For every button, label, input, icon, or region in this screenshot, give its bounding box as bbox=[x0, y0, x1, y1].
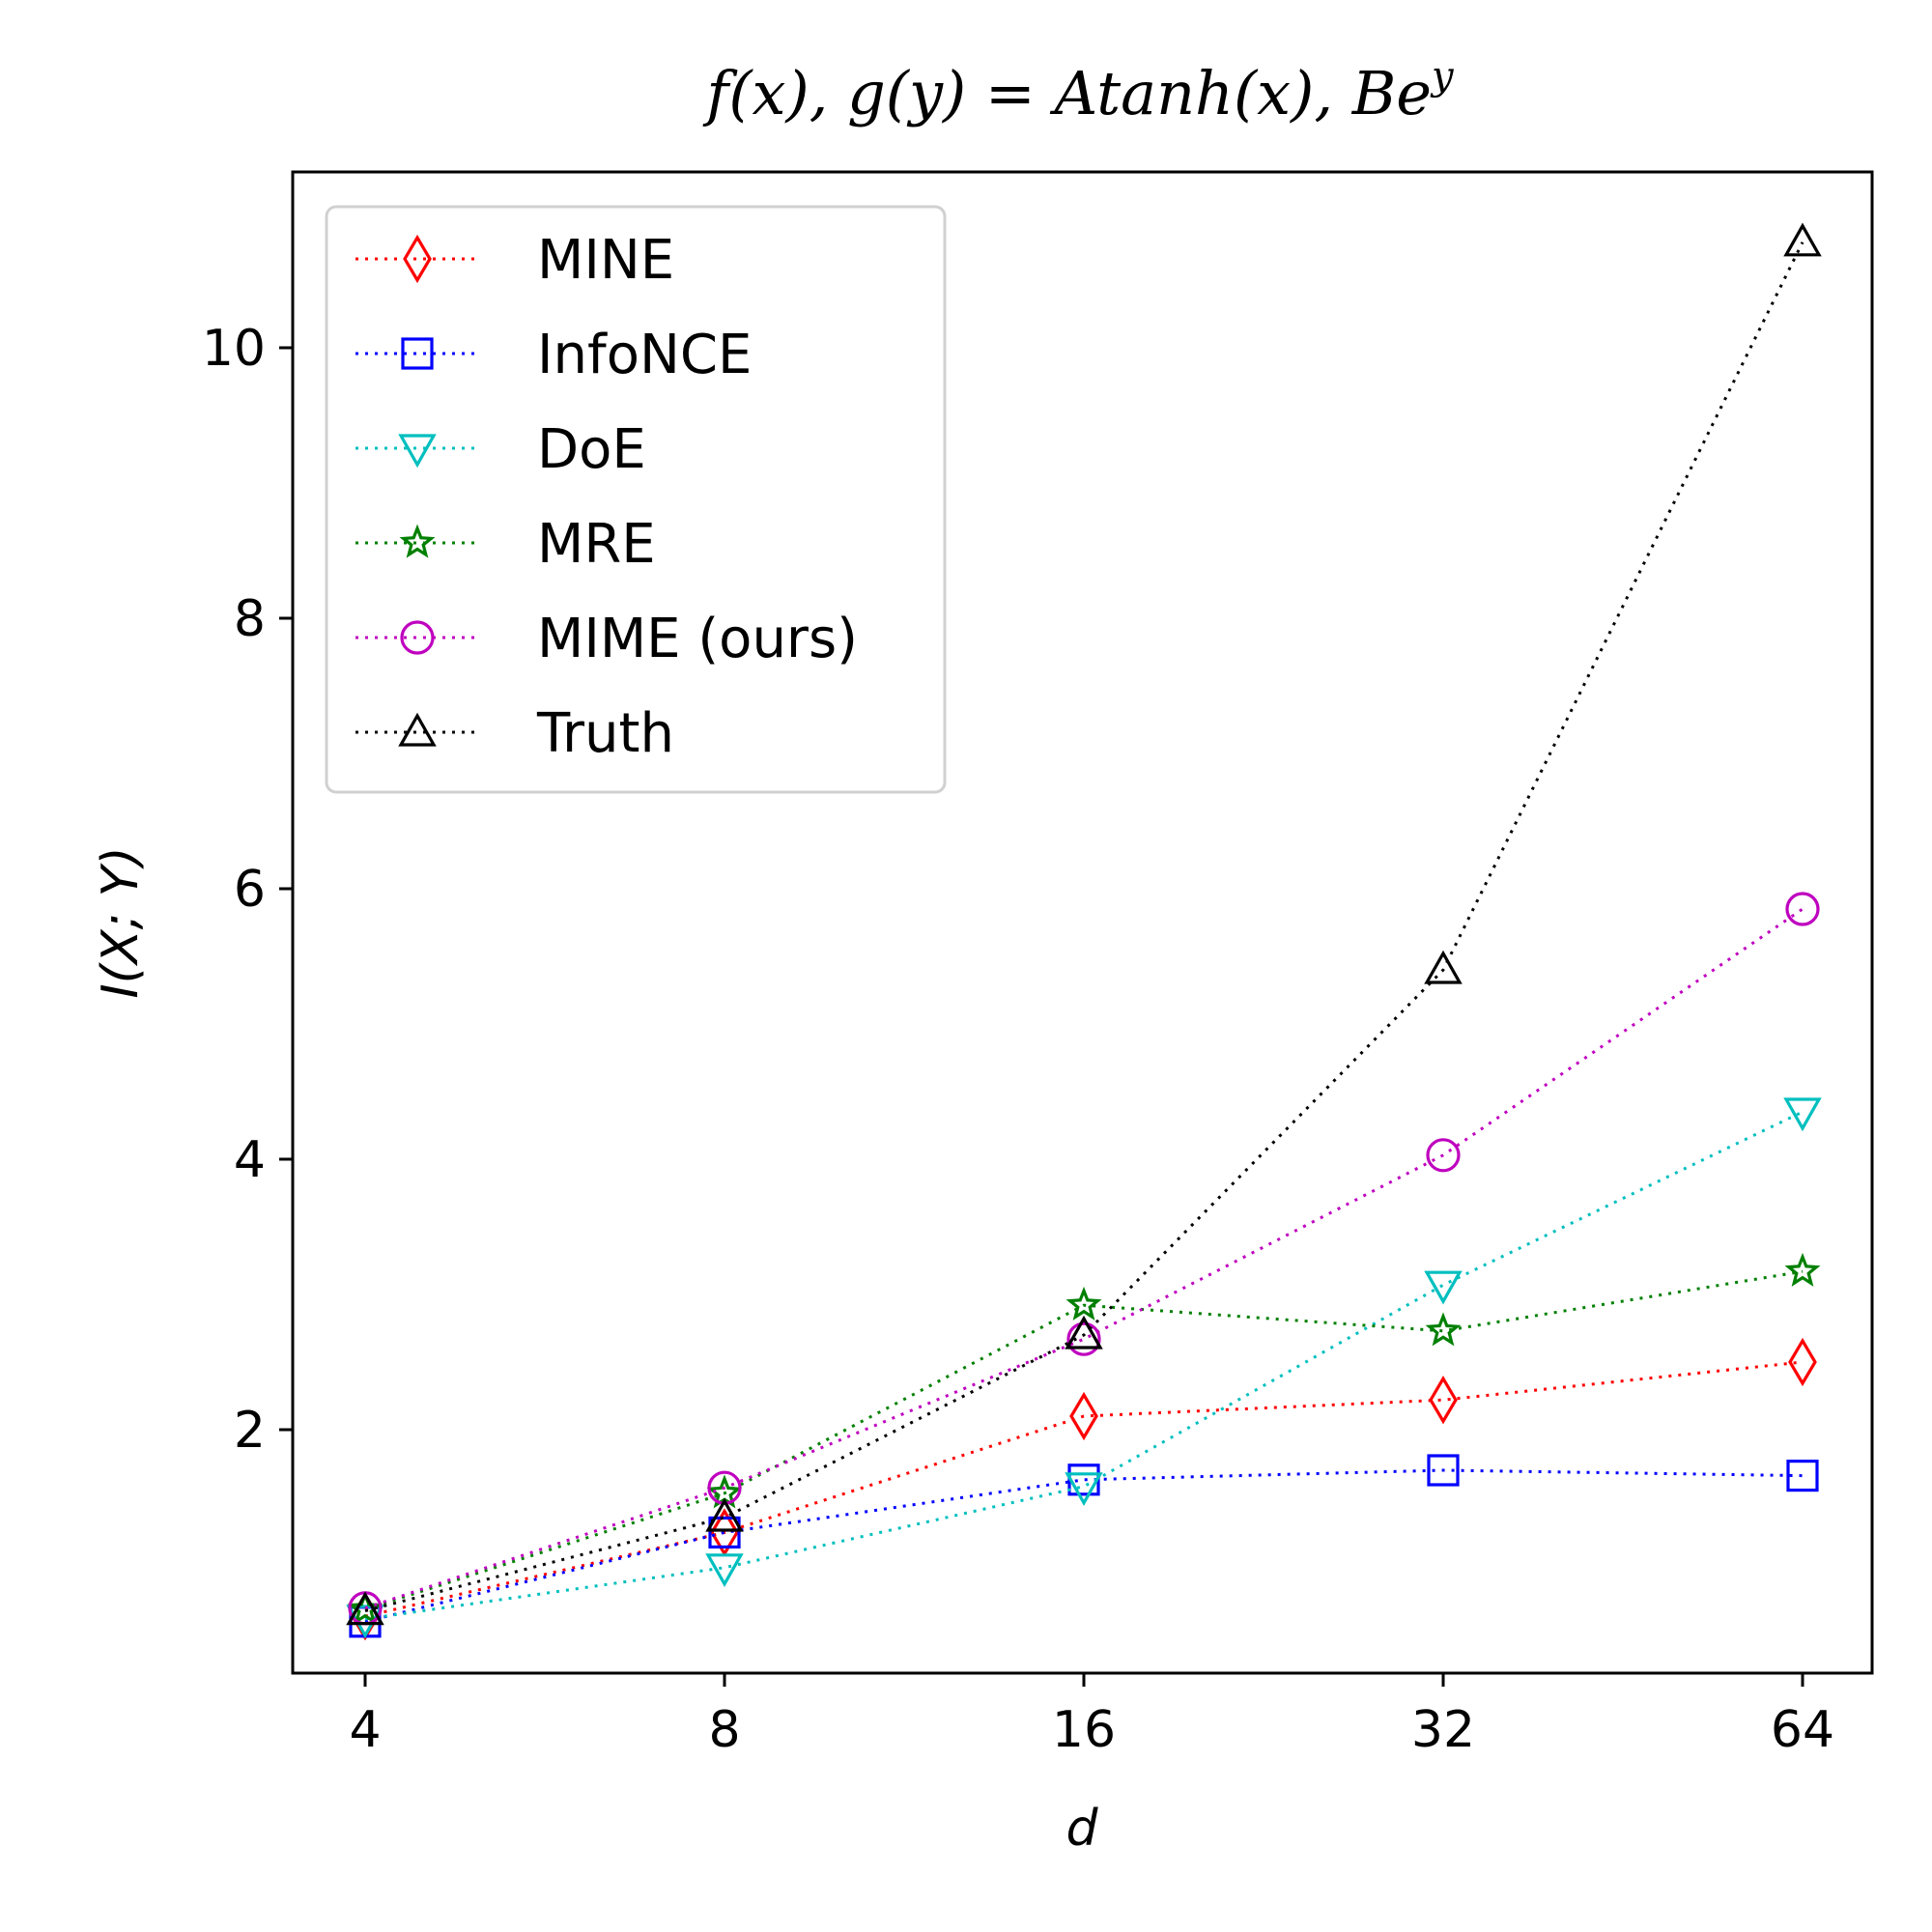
series-line bbox=[364, 1110, 1804, 1621]
y-tick-label: 8 bbox=[234, 590, 266, 648]
legend-marker bbox=[403, 234, 432, 284]
data-point bbox=[1424, 950, 1463, 984]
x-tick-label: 32 bbox=[1411, 1701, 1475, 1759]
legend-label: MIME (ours) bbox=[537, 608, 858, 670]
legend-label: DoE bbox=[537, 418, 646, 481]
legend-label: InfoNCE bbox=[537, 324, 752, 386]
legend-marker bbox=[398, 434, 437, 469]
data-point bbox=[1065, 1315, 1103, 1350]
legend-item: DoE bbox=[355, 418, 646, 481]
x-tick-label: 64 bbox=[1771, 1701, 1834, 1759]
legend-box bbox=[325, 205, 947, 794]
data-point bbox=[1065, 1472, 1103, 1507]
y-tick-label: 10 bbox=[202, 320, 266, 378]
y-tick-label: 4 bbox=[234, 1131, 266, 1189]
x-axis-label: d bbox=[1065, 1800, 1098, 1858]
legend-marker bbox=[399, 524, 436, 558]
chart-title-main: f(x), g(y) = Atanh(x), Be bbox=[702, 58, 1432, 128]
data-point bbox=[1429, 1376, 1458, 1425]
legend-item: Truth bbox=[355, 702, 674, 765]
series-line bbox=[364, 907, 1804, 1610]
legend-label: MRE bbox=[537, 513, 656, 576]
data-point bbox=[708, 1516, 741, 1549]
y-tick-label: 2 bbox=[234, 1402, 266, 1460]
legend-label: Truth bbox=[536, 702, 674, 765]
series-line bbox=[364, 1269, 1804, 1611]
chart-title: f(x), g(y) = Atanh(x), Bey bbox=[702, 54, 1455, 128]
series-line bbox=[364, 242, 1804, 1613]
data-point bbox=[1788, 1337, 1817, 1387]
legend-item: MRE bbox=[355, 513, 656, 576]
legend-item: MIME (ours) bbox=[355, 608, 858, 670]
series-truth bbox=[346, 222, 1822, 1626]
data-point bbox=[1785, 892, 1820, 926]
data-point bbox=[1786, 1459, 1819, 1492]
data-point bbox=[346, 1591, 384, 1626]
data-point bbox=[1424, 1270, 1463, 1305]
legend-marker bbox=[398, 712, 437, 747]
legend-label: MINE bbox=[537, 229, 674, 292]
data-point bbox=[705, 1497, 744, 1532]
x-axis: 4 8 16 32 64 bbox=[349, 1673, 1834, 1759]
y-tick-label: 6 bbox=[234, 861, 266, 919]
legend-marker bbox=[401, 337, 434, 370]
legend-item: InfoNCE bbox=[355, 324, 752, 386]
data-point bbox=[1069, 1391, 1098, 1441]
y-axis-label: I(X; Y) bbox=[92, 846, 150, 998]
series-line bbox=[364, 1360, 1804, 1618]
data-point bbox=[1783, 222, 1822, 257]
legend: MINE InfoNCE DoE MRE MIME (ours) Truth bbox=[325, 205, 947, 794]
data-point bbox=[1783, 1097, 1822, 1132]
data-point bbox=[1784, 1252, 1821, 1287]
data-point bbox=[1066, 1321, 1101, 1356]
data-point bbox=[1425, 1312, 1462, 1347]
data-point bbox=[705, 1553, 744, 1588]
y-axis: 2 4 6 8 10 bbox=[202, 320, 293, 1460]
x-tick-label: 16 bbox=[1052, 1701, 1116, 1759]
data-point bbox=[1065, 1286, 1102, 1321]
data-point bbox=[1426, 1138, 1461, 1173]
legend-marker bbox=[400, 620, 435, 655]
x-tick-label: 8 bbox=[708, 1701, 740, 1759]
x-tick-label: 4 bbox=[349, 1701, 381, 1759]
series-layer bbox=[346, 222, 1822, 1641]
legend-item: MINE bbox=[355, 229, 674, 292]
chart-title-superscript: y bbox=[1430, 54, 1455, 99]
data-point bbox=[1427, 1454, 1460, 1487]
